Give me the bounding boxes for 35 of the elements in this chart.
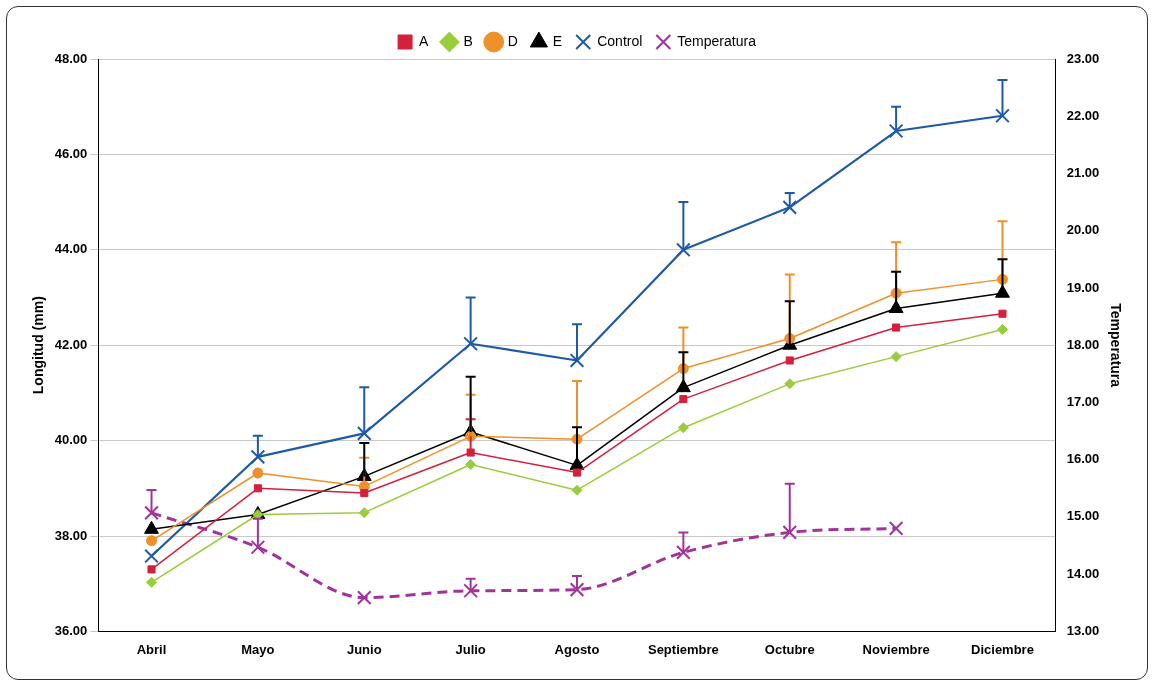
legend-label: Control [597,32,643,49]
x-tick-label: Agosto [554,641,600,657]
y2-tick-label: 14.00 [1066,565,1100,581]
y2-tick-label: 16.00 [1066,451,1100,467]
y2-tick-label: 22.00 [1066,107,1100,123]
y2-axis-title: Temperatura [1107,303,1124,388]
y-axis-title: Longitud (mm) [30,296,47,395]
y2-tick-label: 20.00 [1066,222,1100,238]
y2-tick-label: 19.00 [1066,279,1100,295]
x-tick-label: Abril [136,641,167,657]
y2-tick-label: 15.00 [1066,508,1100,524]
x-tick-label: Septiembre [647,641,719,657]
y-tick-label: 38.00 [54,527,88,543]
x-tick-label: Junio [346,641,382,657]
x-tick-label: Julio [455,641,486,657]
legend-label: B [463,32,473,49]
legend-label: D [507,32,518,49]
y2-tick-label: 23.00 [1066,50,1100,66]
y2-tick-label: 17.00 [1066,394,1100,410]
x-tick-label: Mayo [241,641,275,657]
y-tick-label: 48.00 [54,50,88,66]
y2-tick-label: 13.00 [1066,622,1100,638]
x-tick-label: Noviembre [862,641,930,657]
legend-label: E [552,32,563,49]
y-tick-label: 44.00 [54,241,88,257]
x-tick-label: Diciembre [971,641,1034,657]
y2-tick-label: 18.00 [1066,336,1100,352]
legend-label: Temperatura [677,32,757,49]
y-tick-label: 40.00 [54,432,88,448]
y-tick-label: 46.00 [54,145,88,161]
legend-label: A [419,32,430,49]
x-tick-label: Octubre [764,641,815,657]
y-tick-label: 42.00 [54,336,88,352]
y2-tick-label: 21.00 [1066,165,1100,181]
y-tick-label: 36.00 [54,622,88,638]
